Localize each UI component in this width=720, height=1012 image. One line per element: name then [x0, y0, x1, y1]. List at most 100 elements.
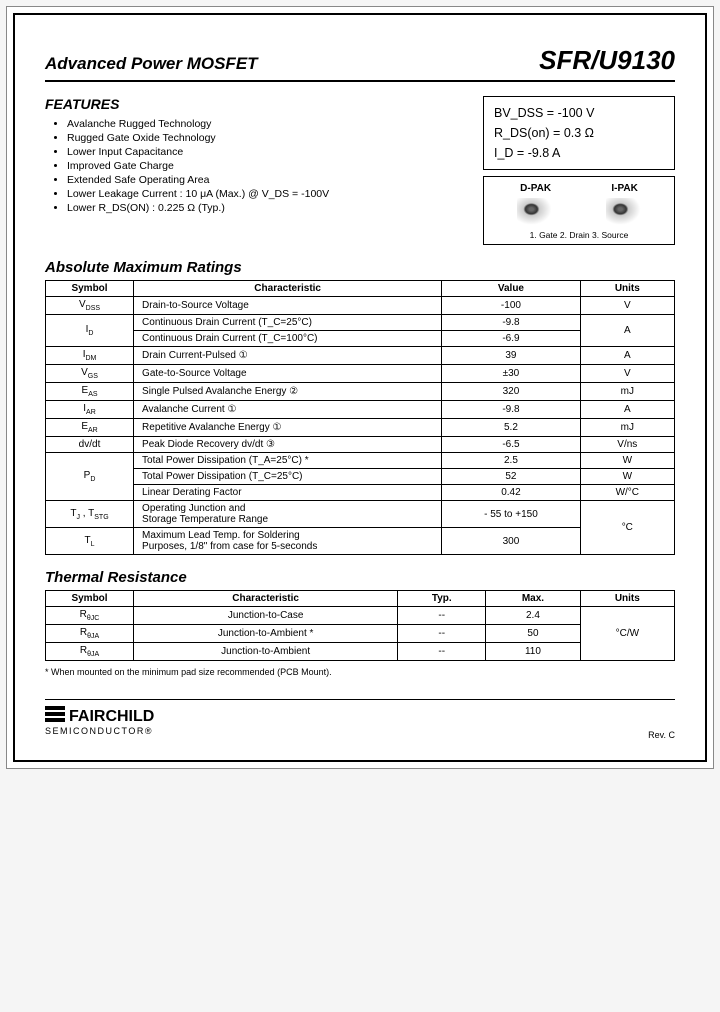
cell: °C [580, 501, 674, 555]
cell: W/°C [580, 485, 674, 501]
col-units: Units [580, 591, 674, 607]
cell: Continuous Drain Current (T_C=25°C) [134, 315, 442, 331]
cell: Linear Derating Factor [134, 485, 442, 501]
cell: W [580, 453, 674, 469]
footnote: * When mounted on the minimum pad size r… [45, 667, 675, 677]
thermal-table: Symbol Characteristic Typ. Max. Units Rθ… [45, 590, 675, 661]
cell: 52 [442, 469, 580, 485]
cell: 2.5 [442, 453, 580, 469]
spec-id: I_D = -9.8 A [494, 143, 664, 163]
svg-text:SEMICONDUCTOR®: SEMICONDUCTOR® [45, 726, 153, 736]
ratings-heading: Absolute Maximum Ratings [45, 259, 675, 276]
key-specs-box: BV_DSS = -100 V R_DS(on) = 0.3 Ω I_D = -… [483, 96, 675, 170]
cell: -- [398, 643, 486, 661]
revision: Rev. C [648, 730, 675, 740]
pkg-label-dpak: D-PAK [520, 183, 551, 194]
cell: VDSS [46, 297, 134, 315]
cell: Single Pulsed Avalanche Energy ② [134, 383, 442, 401]
header: Advanced Power MOSFET SFR/U9130 [45, 45, 675, 76]
cell: 39 [442, 347, 580, 365]
features-list: Avalanche Rugged Technology Rugged Gate … [45, 118, 469, 214]
header-rule [45, 80, 675, 82]
cell: Drain Current-Pulsed ① [134, 347, 442, 365]
spec-rdson: R_DS(on) = 0.3 Ω [494, 123, 664, 143]
col-characteristic: Characteristic [134, 591, 398, 607]
feature-item: Lower R_DS(ON) : 0.225 Ω (Typ.) [67, 202, 469, 214]
cell: mJ [580, 419, 674, 437]
col-max: Max. [486, 591, 580, 607]
cell: Avalanche Current ① [134, 401, 442, 419]
cell: V [580, 365, 674, 383]
cell: 0.42 [442, 485, 580, 501]
cell: 5.2 [442, 419, 580, 437]
feature-item: Lower Leakage Current : 10 μA (Max.) @ V… [67, 188, 469, 200]
col-units: Units [580, 281, 674, 297]
cell: °C/W [580, 607, 674, 661]
cell: 300 [442, 528, 580, 555]
cell: Peak Diode Recovery dv/dt ③ [134, 437, 442, 453]
cell: 110 [486, 643, 580, 661]
features-heading: FEATURES [45, 96, 469, 112]
cell: RθJC [46, 607, 134, 625]
cell: Junction-to-Ambient * [134, 625, 398, 643]
brand-logo: FAIRCHILD SEMICONDUCTOR® [45, 704, 195, 740]
cell: 50 [486, 625, 580, 643]
cell: 2.4 [486, 607, 580, 625]
cell: IDM [46, 347, 134, 365]
cell: PD [46, 453, 134, 501]
feature-item: Rugged Gate Oxide Technology [67, 132, 469, 144]
cell: V [580, 297, 674, 315]
cell: Operating Junction andStorage Temperatur… [134, 501, 442, 528]
cell: - 55 to +150 [442, 501, 580, 528]
cell: IAR [46, 401, 134, 419]
pkg-label-ipak: I-PAK [611, 183, 637, 194]
cell: W [580, 469, 674, 485]
footer: FAIRCHILD SEMICONDUCTOR® Rev. C [45, 699, 675, 740]
spec-bvdss: BV_DSS = -100 V [494, 103, 664, 123]
cell: TL [46, 528, 134, 555]
cell: TJ , TSTG [46, 501, 134, 528]
feature-item: Extended Safe Operating Area [67, 174, 469, 186]
pin-legend: 1. Gate 2. Drain 3. Source [490, 230, 668, 240]
cell: A [580, 347, 674, 365]
cell: Maximum Lead Temp. for SolderingPurposes… [134, 528, 442, 555]
cell: mJ [580, 383, 674, 401]
cell: ID [46, 315, 134, 347]
thermal-heading: Thermal Resistance [45, 569, 675, 586]
col-value: Value [442, 281, 580, 297]
cell: Drain-to-Source Voltage [134, 297, 442, 315]
dpak-icon [517, 198, 553, 226]
cell: -6.5 [442, 437, 580, 453]
cell: Continuous Drain Current (T_C=100°C) [134, 331, 442, 347]
cell: VGS [46, 365, 134, 383]
feature-item: Lower Input Capacitance [67, 146, 469, 158]
ratings-table: Symbol Characteristic Value Units VDSSDr… [45, 280, 675, 555]
cell: 320 [442, 383, 580, 401]
col-symbol: Symbol [46, 591, 134, 607]
cell: EAR [46, 419, 134, 437]
part-number: SFR/U9130 [539, 45, 675, 76]
cell: Total Power Dissipation (T_C=25°C) [134, 469, 442, 485]
cell: A [580, 401, 674, 419]
cell: Total Power Dissipation (T_A=25°C) * [134, 453, 442, 469]
cell: RθJA [46, 643, 134, 661]
cell: -9.8 [442, 315, 580, 331]
cell: -- [398, 625, 486, 643]
cell: V/ns [580, 437, 674, 453]
feature-item: Improved Gate Charge [67, 160, 469, 172]
package-box: D-PAK I-PAK 1. Gate 2. Drain 3. Source [483, 176, 675, 245]
cell: A [580, 315, 674, 347]
doc-title: Advanced Power MOSFET [45, 54, 258, 74]
svg-text:FAIRCHILD: FAIRCHILD [69, 708, 154, 725]
cell: Junction-to-Ambient [134, 643, 398, 661]
col-symbol: Symbol [46, 281, 134, 297]
cell: dv/dt [46, 437, 134, 453]
cell: Repetitive Avalanche Energy ① [134, 419, 442, 437]
cell: -6.9 [442, 331, 580, 347]
cell: RθJA [46, 625, 134, 643]
feature-item: Avalanche Rugged Technology [67, 118, 469, 130]
cell: -- [398, 607, 486, 625]
cell: Junction-to-Case [134, 607, 398, 625]
cell: -9.8 [442, 401, 580, 419]
cell: Gate-to-Source Voltage [134, 365, 442, 383]
